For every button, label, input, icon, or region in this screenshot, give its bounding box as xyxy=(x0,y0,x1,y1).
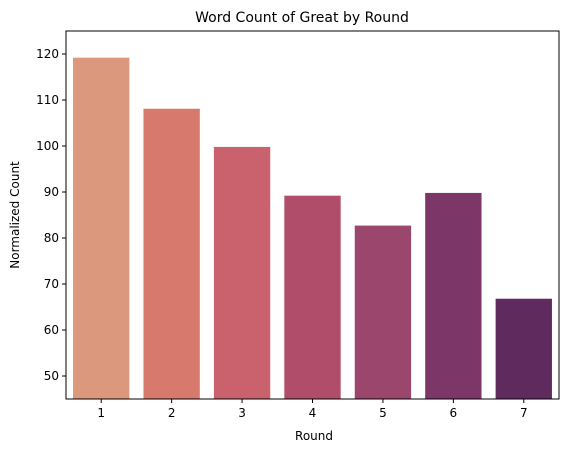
y-axis-label: Normalized Count xyxy=(8,161,22,269)
y-tick-label: 120 xyxy=(36,47,59,61)
x-tick-label: 2 xyxy=(168,406,176,420)
bar-round-2 xyxy=(143,108,200,400)
x-axis-ticks: 1 2 3 4 5 6 7 xyxy=(97,399,528,420)
y-tick-label: 80 xyxy=(44,231,59,245)
bar-round-3 xyxy=(213,146,271,399)
x-tick-label: 3 xyxy=(238,406,246,420)
y-tick-label: 50 xyxy=(44,369,59,383)
bar-round-7 xyxy=(495,298,552,399)
y-tick-label: 90 xyxy=(44,185,59,199)
x-tick-label: 5 xyxy=(379,406,387,420)
x-axis-label: Round xyxy=(295,429,333,443)
bar-round-1 xyxy=(73,57,130,400)
bar-round-4 xyxy=(284,195,341,399)
chart-title: Word Count of Great by Round xyxy=(195,10,409,26)
bars-group xyxy=(73,57,552,400)
plot-frame xyxy=(65,30,560,400)
y-tick-label: 60 xyxy=(44,323,59,337)
x-tick-label: 6 xyxy=(450,406,458,420)
bar-round-6 xyxy=(425,192,482,399)
y-tick-label: 110 xyxy=(36,93,59,107)
x-tick-label: 4 xyxy=(309,406,317,420)
bar-round-5 xyxy=(354,225,412,399)
y-tick-label: 100 xyxy=(36,139,59,153)
x-tick-label: 1 xyxy=(97,406,105,420)
y-axis-ticks: 50 60 70 80 90 100 110 120 xyxy=(36,47,66,383)
x-tick-label: 7 xyxy=(520,406,528,420)
y-tick-label: 70 xyxy=(44,277,59,291)
